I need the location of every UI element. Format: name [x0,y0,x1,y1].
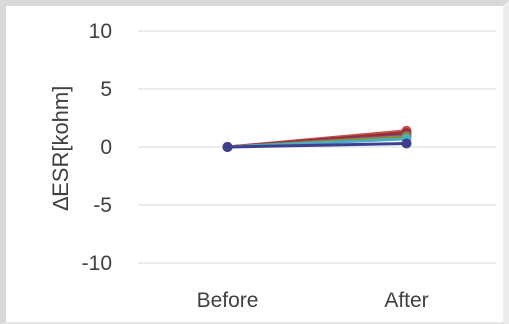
x-tick-label: After [384,289,428,312]
y-tick-label: -5 [93,194,112,217]
y-tick-label: 5 [100,78,112,101]
data-point [222,142,233,152]
y-tick-label: 0 [100,136,112,159]
series-lines [222,125,412,152]
series-6 [222,138,412,152]
y-tick-label: -10 [82,252,112,275]
y-tick-label: 10 [89,20,112,43]
gridlines [138,30,496,264]
series-line [227,142,407,149]
data-point [401,138,412,149]
y-axis-ticks: 10 5 0 -5 -10 [82,20,112,275]
x-tick-label: Before [197,289,259,312]
x-axis-ticks: Before After [197,289,429,312]
y-axis-label: ∆ESR[kohm] [48,86,73,211]
